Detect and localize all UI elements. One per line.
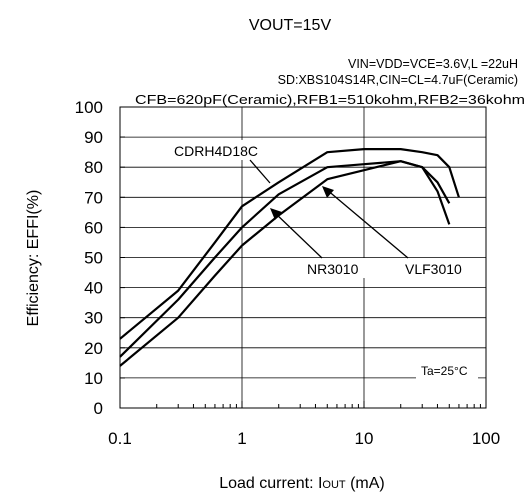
y-tick-label: 30 xyxy=(84,309,103,328)
series-lines xyxy=(119,148,460,367)
x-tick-label: 100 xyxy=(472,429,500,448)
y-axis-label: Efficiency: EFFI(%) xyxy=(25,190,42,327)
x-tick-label: 0.1 xyxy=(108,429,132,448)
ambient-temperature-label: Ta=25°C xyxy=(421,364,468,378)
y-tick-label: 40 xyxy=(84,279,103,298)
x-axis-label-suffix: (mA) xyxy=(346,475,385,492)
y-tick-label: 60 xyxy=(84,218,103,237)
condition-line-3: CFB=620pF(Ceramic),RFB1=510kohm,RFB2=36k… xyxy=(135,93,525,107)
series-line-nr3010 xyxy=(119,160,451,367)
x-axis-ticks: 0.1 1 10 100 xyxy=(108,401,500,448)
y-tick-label: 80 xyxy=(84,158,103,177)
chart-title: VOUT=15V xyxy=(249,17,332,34)
vlf3010-arrowhead xyxy=(322,186,334,198)
series-line-cdrh4d18c xyxy=(119,148,460,340)
series-line-vlf3010 xyxy=(119,160,451,358)
x-axis-label: Load current: IOUT (mA) xyxy=(219,475,385,492)
condition-line-1: VIN=VDD=VCE=3.6V,L =22uH xyxy=(348,57,518,71)
y-axis-ticks: 0 10 20 30 40 50 60 70 80 90 100 xyxy=(75,98,125,418)
nr3010-arrowhead xyxy=(270,208,282,220)
condition-line-2: SD:XBS104S14R,CIN=CL=4.7uF(Ceramic) xyxy=(278,73,518,87)
x-axis-label-prefix: Load current: I xyxy=(219,475,322,492)
vlf3010-arrow xyxy=(325,188,409,259)
y-tick-label: 100 xyxy=(75,98,103,117)
grid xyxy=(120,107,486,408)
x-tick-label: 10 xyxy=(355,429,374,448)
series-label-vlf3010: VLF3010 xyxy=(405,261,462,277)
y-tick-label: 10 xyxy=(84,369,103,388)
y-tick-label: 50 xyxy=(84,249,103,268)
cdrh4d18c-leader-line xyxy=(249,159,271,184)
annotations: CDRH4D18C NR3010 VLF3010 Ta=25°C xyxy=(170,140,478,380)
y-tick-label: 70 xyxy=(84,188,103,207)
y-tick-label: 90 xyxy=(84,128,103,147)
y-tick-label: 0 xyxy=(94,399,103,418)
series-label-nr3010: NR3010 xyxy=(307,261,359,277)
series-label-cdrh4d18c: CDRH4D18C xyxy=(174,143,258,159)
y-tick-label: 20 xyxy=(84,339,103,358)
x-tick-label: 1 xyxy=(237,429,246,448)
nr3010-arrow xyxy=(273,211,323,259)
x-axis-label-subscript: OUT xyxy=(322,479,346,491)
